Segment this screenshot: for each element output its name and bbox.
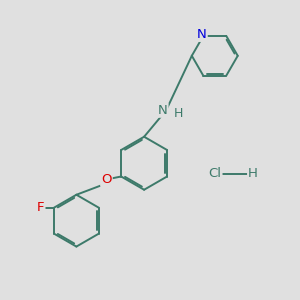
Text: N: N xyxy=(197,28,207,41)
Text: H: H xyxy=(174,107,183,120)
Text: O: O xyxy=(101,173,112,186)
Text: Cl: Cl xyxy=(208,167,221,180)
Text: H: H xyxy=(248,167,258,180)
Text: N: N xyxy=(158,104,167,117)
Text: F: F xyxy=(37,201,44,214)
